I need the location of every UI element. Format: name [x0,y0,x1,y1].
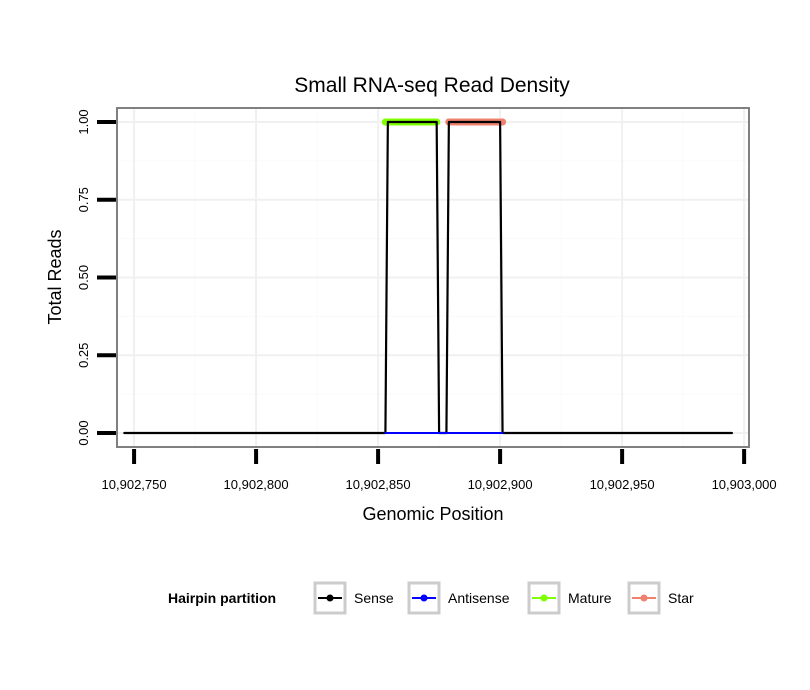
x-tick-label: 10,902,750 [102,477,167,492]
legend-key-point [540,594,548,602]
y-tick-label: 0.50 [76,265,91,290]
legend-key-point [420,594,428,602]
grid [117,108,749,447]
plot-panel-border [116,107,750,448]
y-tick-label: 0.25 [76,343,91,368]
legend-label: Star [668,590,694,606]
legend-entry-antisense: Antisense [407,581,510,615]
legend-entry-star: Star [627,581,694,615]
x-tick-label: 10,902,950 [590,477,655,492]
legend-entry-mature: Mature [527,581,612,615]
legend-label: Mature [568,590,612,606]
legend-title: Hairpin partition [168,590,276,606]
legend-key-point [640,594,648,602]
y-tick-label: 0.75 [76,187,91,212]
chart-title: Small RNA-seq Read Density [294,74,570,97]
legend-label: Antisense [448,590,510,606]
legend-entry-sense: Sense [313,581,394,615]
y-tick-label: 1.00 [76,109,91,134]
x-tick-label: 10,903,000 [712,477,777,492]
x-tick-label: 10,902,850 [346,477,411,492]
y-axis-title: Total Reads [45,229,65,324]
data-layer [123,118,734,435]
x-axis-title: Genomic Position [362,504,503,524]
x-tick-label: 10,902,800 [224,477,289,492]
x-tick-label: 10,902,900 [468,477,533,492]
legend-key-point [326,594,334,602]
axes: 10,902,750 10,902,800 10,902,850 10,902,900… [76,109,777,492]
legend: Hairpin partition Sense Antisense Mature St… [168,581,694,615]
y-tick-label: 0.00 [76,420,91,445]
legend-label: Sense [354,590,394,606]
